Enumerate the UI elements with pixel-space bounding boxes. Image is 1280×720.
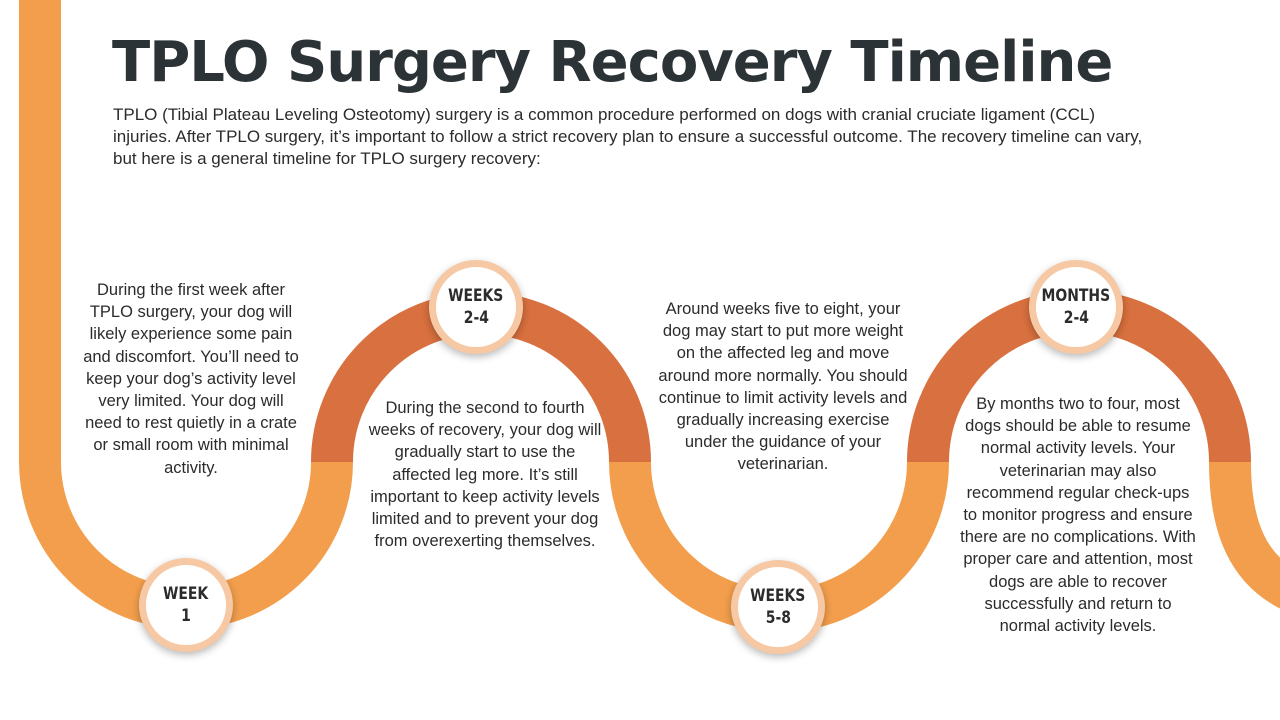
step-week-1-badge-value: 1 bbox=[181, 606, 191, 626]
step-week-1-badge-label: WEEK bbox=[163, 584, 209, 604]
page-title: TPLO Surgery Recovery Timeline bbox=[112, 30, 1113, 95]
step-week-1-badge: WEEK 1 bbox=[139, 558, 233, 652]
step-weeks-5-8-badge-value: 5-8 bbox=[765, 608, 791, 628]
step-weeks-2-4-badge-value: 2-4 bbox=[463, 308, 489, 328]
step-weeks-5-8-text: Around weeks five to eight, your dog may… bbox=[658, 300, 908, 474]
wave-segment-end bbox=[1209, 461, 1280, 609]
step-months-2-4-badge-label: MONTHS bbox=[1041, 286, 1111, 306]
step-week-1-text: During the first week after TPLO surgery… bbox=[83, 281, 299, 477]
step-weeks-2-4-text: During the second to fourth weeks of rec… bbox=[368, 399, 602, 551]
step-months-2-4-badge: MONTHS 2-4 bbox=[1029, 260, 1123, 354]
step-weeks-5-8-badge-label: WEEKS bbox=[750, 586, 806, 606]
step-weeks-5-8-badge: WEEKS 5-8 bbox=[731, 560, 825, 654]
step-months-2-4-text: By months two to four, most dogs should … bbox=[960, 395, 1196, 636]
intro-paragraph: TPLO (Tibial Plateau Leveling Osteotomy)… bbox=[113, 105, 1143, 168]
step-weeks-2-4-badge-label: WEEKS bbox=[448, 286, 504, 306]
step-weeks-2-4-badge: WEEKS 2-4 bbox=[429, 260, 523, 354]
step-months-2-4-badge-value: 2-4 bbox=[1063, 308, 1089, 328]
